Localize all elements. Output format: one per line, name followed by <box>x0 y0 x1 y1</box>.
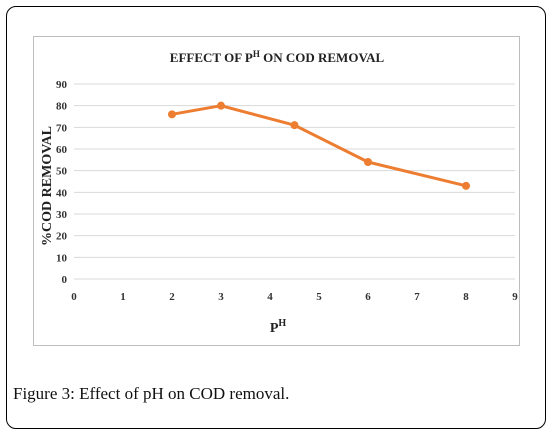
figure-caption: Figure 3: Effect of pH on COD removal. <box>13 384 533 404</box>
x-tick-label: 3 <box>218 291 224 303</box>
x-tick-label: 8 <box>463 291 469 303</box>
y-axis-label: %COD REMOVAL <box>40 126 55 246</box>
x-tick-label: 1 <box>120 291 126 303</box>
y-tick-label: 10 <box>56 252 68 264</box>
data-point <box>168 110 176 119</box>
x-tick-label: 7 <box>414 291 420 303</box>
x-tick-labels: 0 1 2 3 4 5 6 7 8 9 <box>71 291 518 303</box>
data-point <box>462 181 470 190</box>
data-point <box>290 121 299 130</box>
x-tick-label: 4 <box>267 291 273 303</box>
y-tick-label: 70 <box>56 122 68 134</box>
y-tick-label: 90 <box>56 79 68 91</box>
caption-label: Figure 3: <box>13 384 75 403</box>
y-tick-labels: 0 10 20 30 40 50 60 70 80 90 <box>56 79 68 286</box>
series <box>168 101 470 190</box>
chart-title: EFFECT OF PH ON COD REMOVAL <box>170 49 385 65</box>
x-tick-label: 2 <box>169 291 175 303</box>
series-line <box>171 104 467 188</box>
y-tick-label: 30 <box>56 209 68 221</box>
data-point <box>217 101 225 110</box>
y-tick-label: 50 <box>56 166 68 178</box>
x-axis-label: PH <box>270 318 287 336</box>
x-tick-label: 5 <box>316 291 322 303</box>
x-tick-label: 0 <box>71 291 77 303</box>
grid-lines <box>74 83 515 258</box>
y-tick-label: 60 <box>56 144 68 156</box>
caption-text: Effect of pH on COD removal. <box>74 384 290 403</box>
y-tick-label: 20 <box>56 231 68 243</box>
y-tick-label: 0 <box>62 274 68 286</box>
y-tick-label: 80 <box>56 101 68 113</box>
x-tick-label: 6 <box>365 291 371 303</box>
y-tick-label: 40 <box>56 187 68 199</box>
chart-area <box>33 36 520 346</box>
x-axis-label-superscript: H <box>278 318 286 329</box>
x-tick-label: 9 <box>512 291 518 303</box>
chart-title-superscript: H <box>253 49 260 59</box>
data-point <box>364 158 372 166</box>
